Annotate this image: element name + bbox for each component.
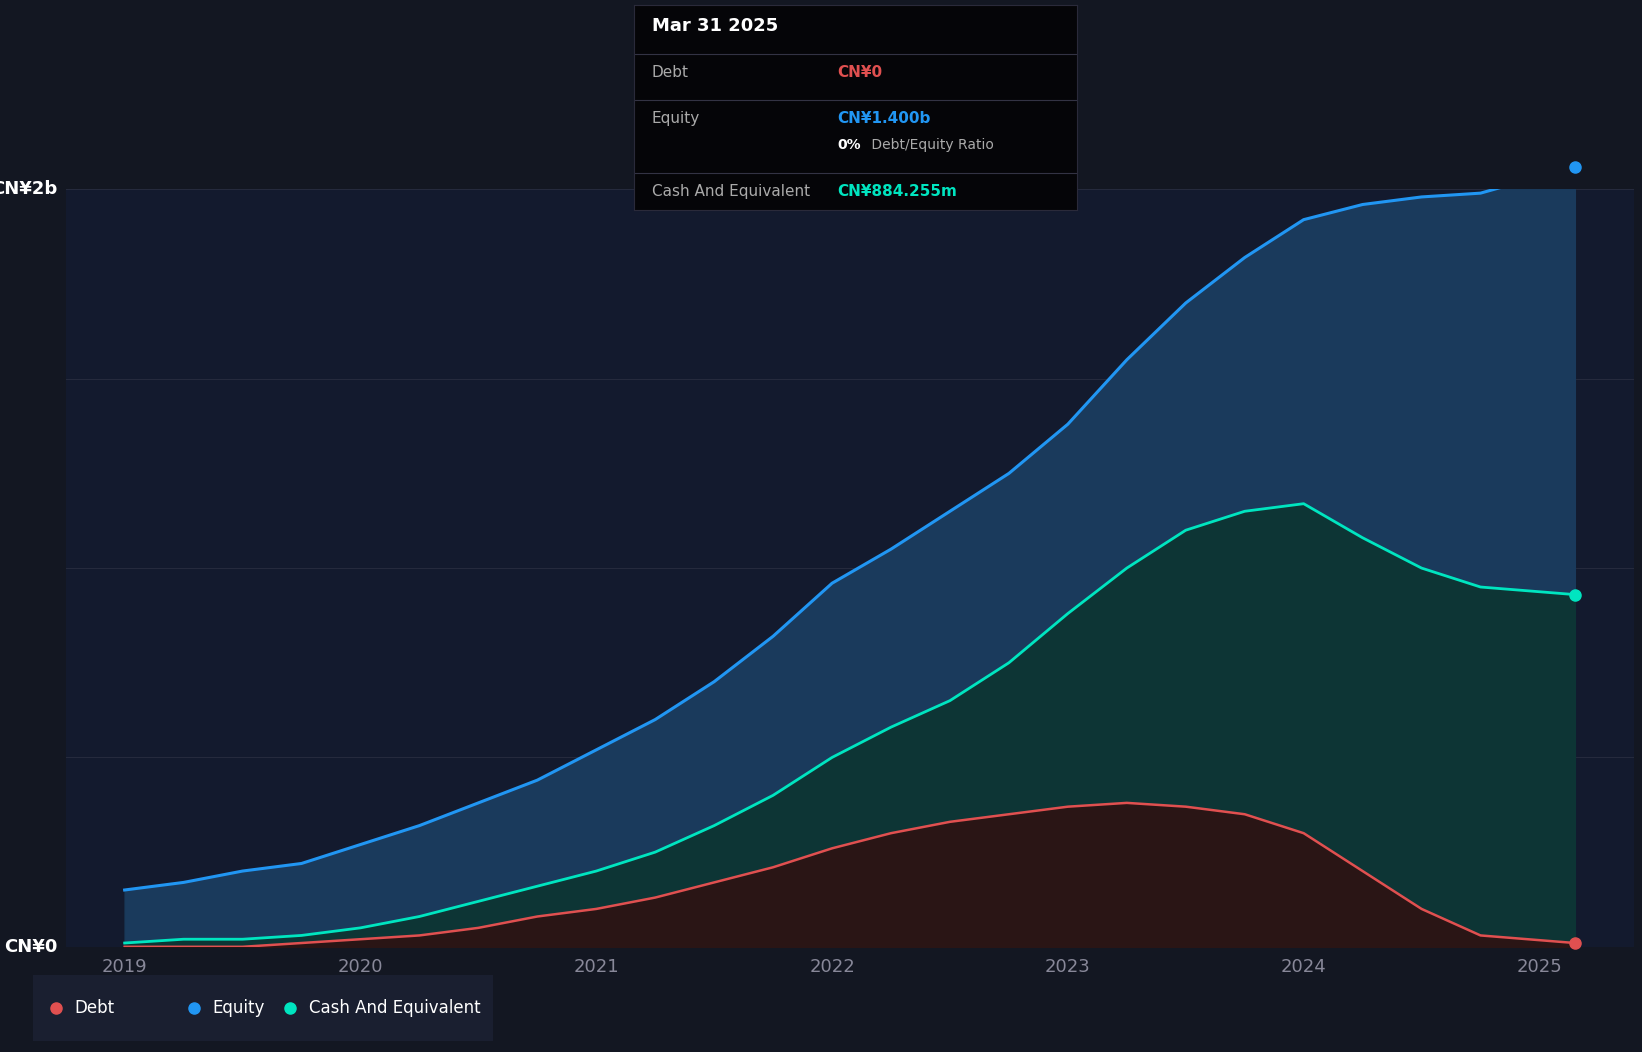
Text: Debt: Debt [74,999,115,1017]
Text: CN¥0: CN¥0 [837,65,883,80]
Text: Mar 31 2025: Mar 31 2025 [652,17,778,35]
Text: Cash And Equivalent: Cash And Equivalent [309,999,481,1017]
Text: Debt/Equity Ratio: Debt/Equity Ratio [867,138,993,151]
Text: CN¥1.400b: CN¥1.400b [837,110,931,125]
Text: Equity: Equity [652,110,699,125]
Text: 0%: 0% [837,138,862,151]
Text: Debt: Debt [652,65,688,80]
Text: CN¥884.255m: CN¥884.255m [837,184,957,200]
Text: Cash And Equivalent: Cash And Equivalent [652,184,810,200]
Text: CN¥0: CN¥0 [5,937,57,956]
Text: Equity: Equity [212,999,264,1017]
Text: CN¥2b: CN¥2b [0,180,57,199]
